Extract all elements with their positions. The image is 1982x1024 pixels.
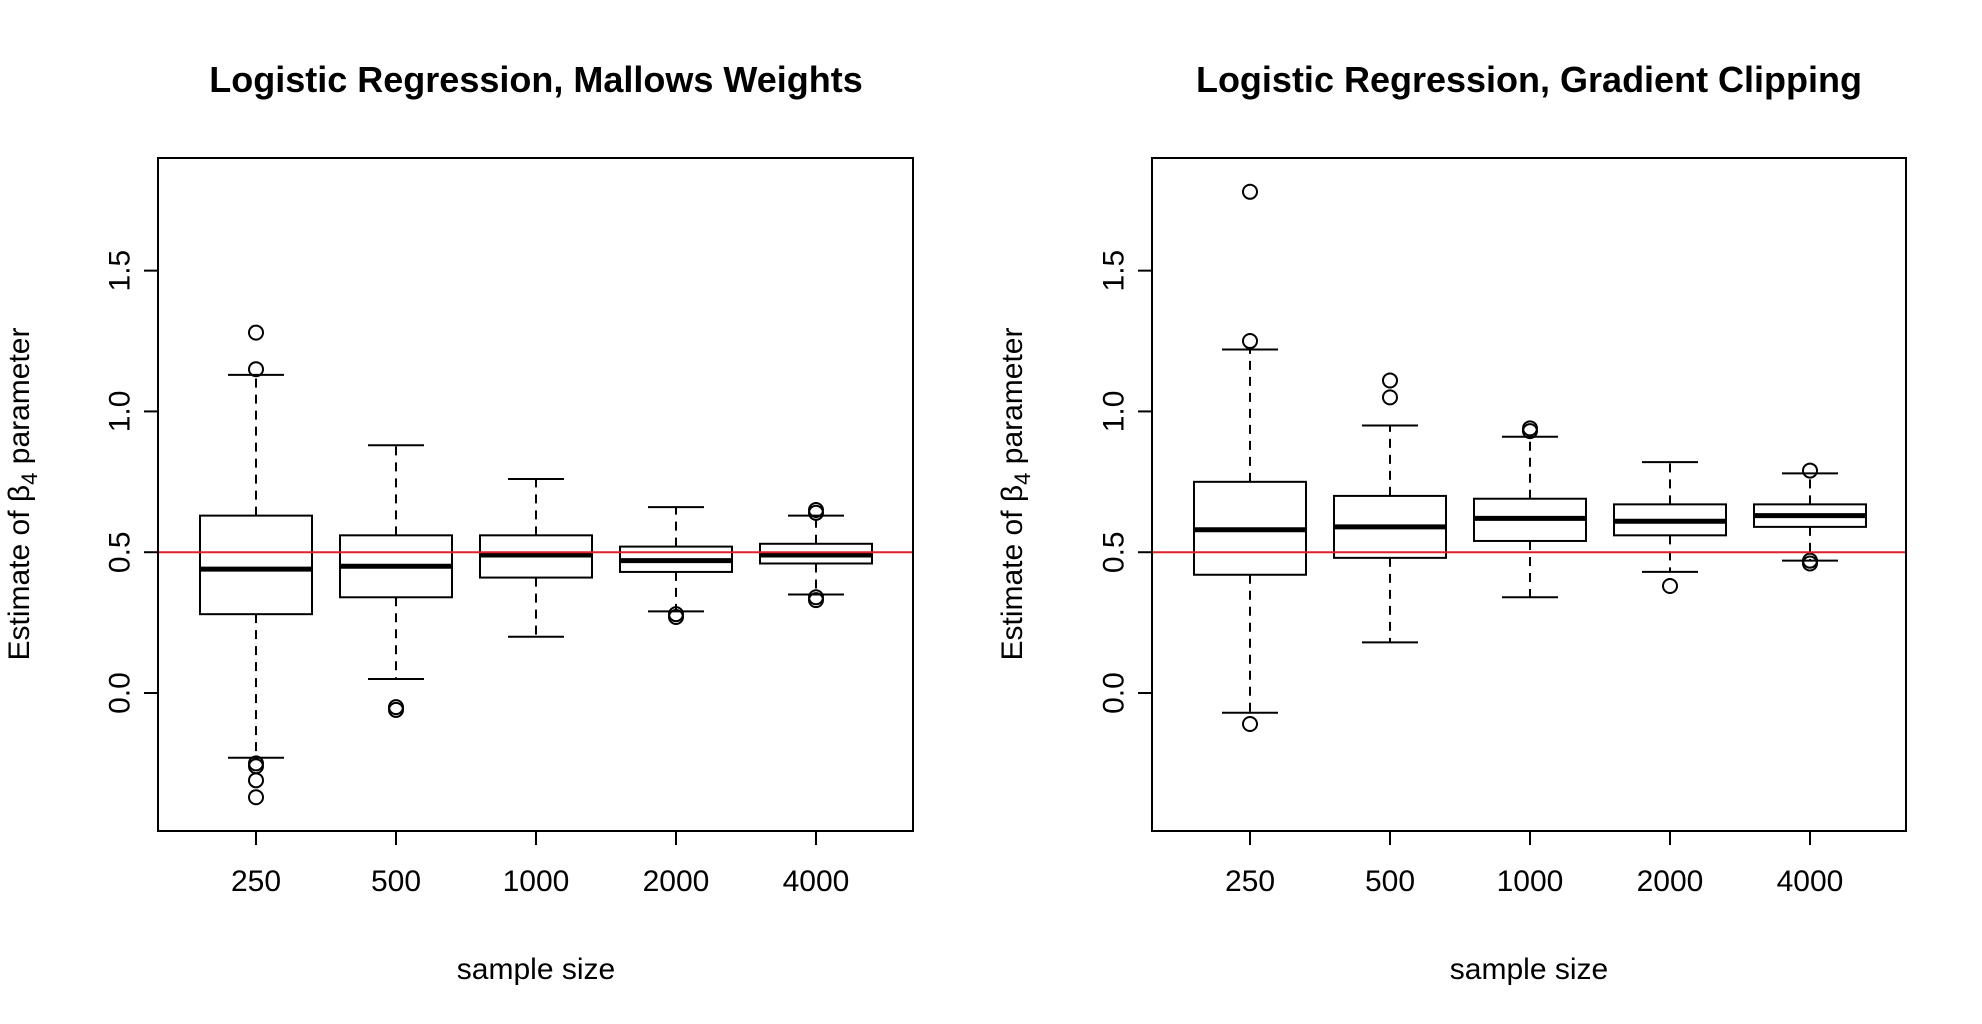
iqr-box [199, 514, 313, 616]
outlier-point [1802, 555, 1818, 572]
x-axis-label: sample size [1450, 953, 1608, 986]
x-tick-label: 2000 [643, 865, 710, 898]
box-500 [339, 444, 453, 718]
outlier-point [248, 361, 264, 378]
outlier-point [1382, 389, 1398, 406]
chart-title: Logistic Regression, Mallows Weights [209, 59, 862, 100]
outlier-point [1662, 578, 1678, 595]
plot-frame [1151, 157, 1907, 832]
outlier-point [388, 701, 404, 718]
box-1000 [479, 478, 593, 638]
x-tick-label: 1000 [503, 865, 570, 898]
outlier-point [1242, 715, 1258, 732]
x-tick-label: 1000 [1497, 865, 1564, 898]
y-tick-label: 1.0 [104, 391, 137, 433]
box-4000 [759, 501, 873, 609]
box-500 [1333, 372, 1447, 644]
outlier-point [1242, 333, 1258, 350]
box-250 [1193, 183, 1307, 732]
beta-symbol: β [996, 485, 1029, 502]
y-axis-label-subscript: 4 [17, 473, 42, 485]
outlier-point [1802, 462, 1818, 479]
plot-frame [157, 157, 914, 832]
x-axis-label: sample size [457, 953, 615, 986]
box-4000 [1753, 462, 1867, 572]
y-tick-label: 1.5 [104, 250, 137, 292]
y-tick-label: 0.0 [1098, 672, 1131, 714]
y-tick-label: 0.5 [1098, 531, 1131, 573]
outlier-point [1242, 183, 1258, 200]
outlier-point [248, 772, 264, 789]
y-axis-label-prefix: Estimate of [3, 502, 36, 660]
box-2000 [619, 506, 733, 625]
plot-area: 0.0 0.5 1.0 1.5 250 500 1000 2000 4000 [104, 250, 913, 898]
x-tick-label: 4000 [1777, 865, 1844, 898]
x-tick-label: 2000 [1637, 865, 1704, 898]
chart-title: Logistic Regression, Gradient Clipping [1196, 59, 1862, 100]
y-tick-label: 1.5 [1098, 250, 1131, 292]
box-250 [199, 324, 313, 806]
outlier-point [808, 592, 824, 609]
x-tick-label: 500 [1365, 865, 1415, 898]
panel-gradient-clipping: Logistic Regression, Gradient Clipping 0… [996, 59, 1907, 986]
outlier-point [248, 789, 264, 806]
y-axis-label-suffix: parameter [3, 328, 36, 473]
y-axis-label-subscript: 4 [1010, 473, 1035, 485]
outlier-point [808, 504, 824, 521]
y-axis-label: Estimate of β4 parameter [996, 328, 1035, 661]
y-axis-label: Estimate of β4 parameter [3, 328, 42, 661]
panel-mallows-weights: Logistic Regression, Mallows Weights 0.0… [3, 59, 914, 986]
x-tick-label: 250 [1225, 865, 1275, 898]
box-2000 [1613, 461, 1727, 595]
outlier-point [1522, 423, 1538, 440]
outlier-point [668, 608, 684, 625]
y-tick-label: 0.5 [104, 531, 137, 573]
x-tick-label: 500 [371, 865, 421, 898]
outlier-point [248, 324, 264, 341]
x-tick-label: 4000 [783, 865, 850, 898]
y-axis-label-suffix: parameter [996, 328, 1029, 473]
y-axis-label-prefix: Estimate of [996, 502, 1029, 660]
beta-symbol: β [3, 485, 36, 502]
y-tick-label: 0.0 [104, 672, 137, 714]
x-tick-label: 250 [231, 865, 281, 898]
outlier-point [1382, 372, 1398, 389]
box-1000 [1473, 420, 1587, 599]
plot-area: 0.0 0.5 1.0 1.5 250 500 1000 2000 4000 [1098, 183, 1906, 898]
y-tick-label: 1.0 [1098, 391, 1131, 433]
